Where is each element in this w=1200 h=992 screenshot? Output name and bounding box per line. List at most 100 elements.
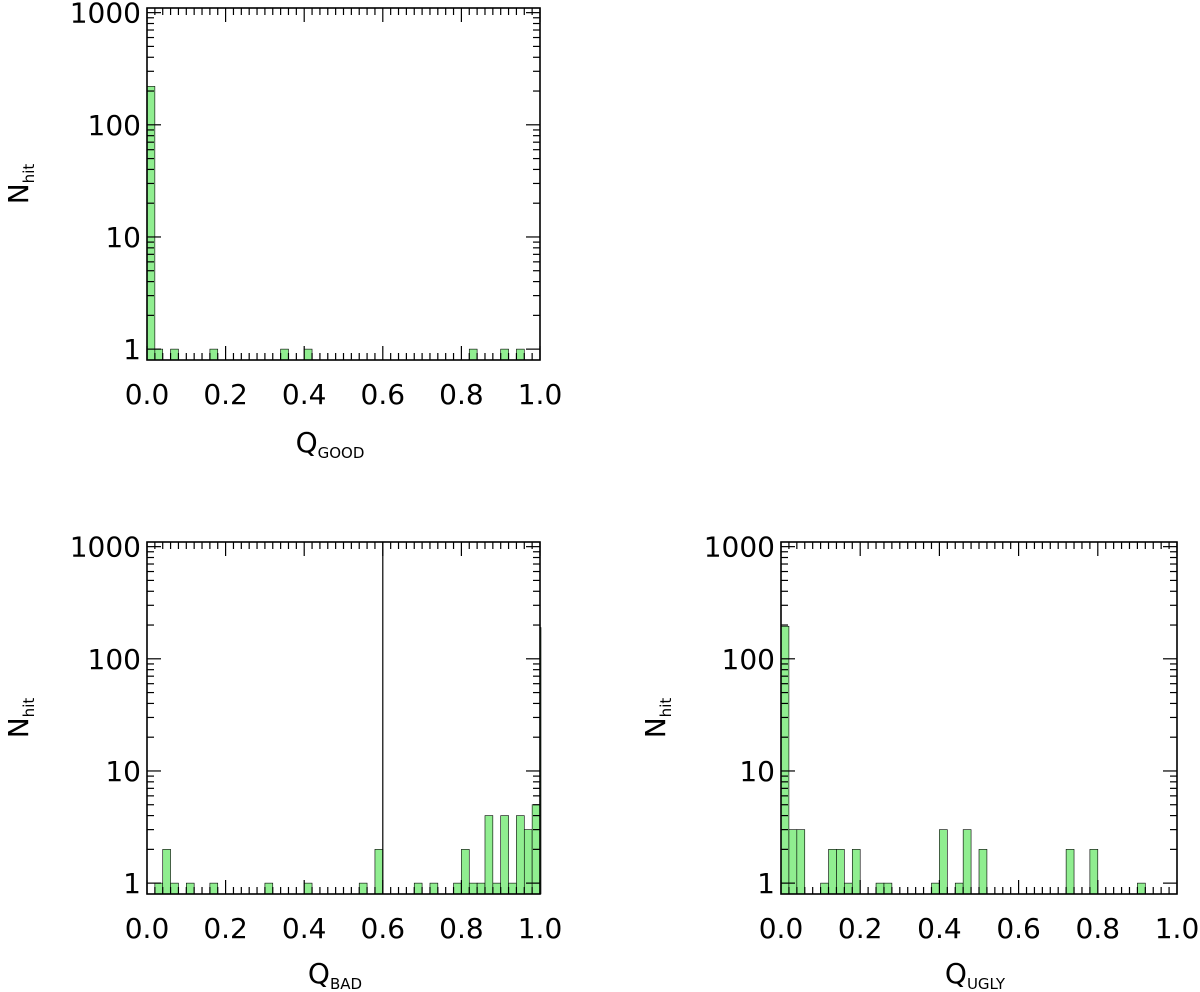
histogram-bar <box>170 882 179 895</box>
histogram-bar <box>828 849 837 895</box>
histogram-bar <box>978 849 988 895</box>
x-axis-label: QGOOD <box>296 426 365 462</box>
histogram-bar <box>429 882 439 895</box>
histogram-bar <box>476 882 486 895</box>
histogram-bar <box>461 849 470 895</box>
histogram-bar <box>931 882 940 895</box>
histogram-bar <box>500 815 509 895</box>
x-tick-label: 1.0 <box>518 378 563 411</box>
x-tick-label: 0.4 <box>917 912 962 945</box>
x-tick-label: 0.8 <box>439 912 484 945</box>
histogram-bar <box>186 882 195 895</box>
x-tick-label: 0.0 <box>125 378 170 411</box>
x-tick-label: 0.0 <box>759 912 804 945</box>
y-axis-label: Nhit <box>639 698 675 739</box>
histogram-bar <box>851 849 861 895</box>
plot-frame <box>146 541 541 895</box>
histogram-panel-q-good: 0.0 0.2 0.4 0.6 0.8 1.0 1 10 100 1000 QGOOD Nhit <box>2 0 562 462</box>
histogram-bar <box>516 348 525 361</box>
histogram-bar <box>264 882 274 895</box>
histogram-bar <box>788 829 798 895</box>
y-tick-label: 1 <box>757 867 775 900</box>
histogram-bars <box>146 86 525 361</box>
y-tick-label: 100 <box>88 643 141 676</box>
x-tick-label: 0.8 <box>439 378 484 411</box>
plot-frame <box>780 541 1178 895</box>
histogram-bar <box>523 829 533 895</box>
histogram-bar <box>468 882 478 895</box>
x-tick-label: 0.2 <box>203 912 248 945</box>
x-axis-label: QBAD <box>308 957 362 992</box>
x-tick-label: 0.6 <box>996 912 1041 945</box>
y-tick-label: 1000 <box>70 531 141 564</box>
x-tick-label: 0.4 <box>282 912 327 945</box>
y-axis-label-main: N <box>2 717 35 738</box>
histogram-bar <box>358 882 368 895</box>
x-axis-label-subscript: BAD <box>330 975 362 992</box>
histogram-bar <box>1065 849 1075 895</box>
histogram-bar <box>1137 882 1146 895</box>
tick-marks <box>146 542 541 894</box>
histogram-bar <box>954 882 964 895</box>
plot-frame <box>146 7 541 361</box>
y-axis-label-subscript: hit <box>657 698 675 718</box>
histogram-bar <box>516 815 525 895</box>
histogram-panel-q-ugly: 0.0 0.2 0.4 0.6 0.8 1.0 1 10 100 1000 QUGLY Nhit <box>639 531 1199 992</box>
x-axis-label-main: Q <box>945 957 967 990</box>
histogram-bar <box>844 882 853 895</box>
y-tick-label: 100 <box>722 643 775 676</box>
histogram-panel-q-bad: 0.0 0.2 0.4 0.6 0.8 1.0 1 10 100 1000 QBAD Nhit <box>2 531 562 992</box>
histogram-bar <box>154 348 164 361</box>
histogram-bar <box>508 882 517 895</box>
y-tick-label: 100 <box>88 109 141 142</box>
histogram-bar <box>209 348 219 361</box>
y-tick-label: 1 <box>123 333 141 366</box>
y-tick-label: 1000 <box>70 0 141 30</box>
histogram-bar <box>939 829 948 895</box>
histogram-bar <box>820 882 829 895</box>
y-tick-label: 10 <box>105 755 141 788</box>
histogram-bar <box>303 882 313 895</box>
histogram-bar <box>374 849 384 895</box>
histogram-bar <box>162 849 171 895</box>
histogram-bar <box>1089 849 1099 895</box>
x-axis-label-subscript: UGLY <box>967 975 1006 992</box>
x-axis-label-main: Q <box>308 957 330 990</box>
histogram-bar <box>780 625 790 895</box>
x-tick-label: 1.0 <box>1155 912 1200 945</box>
histogram-bar <box>209 882 219 895</box>
x-tick-label: 1.0 <box>518 912 563 945</box>
x-axis-label-main: Q <box>296 426 318 459</box>
y-axis-label-main: N <box>2 183 35 204</box>
histogram-bar <box>170 348 179 361</box>
histogram-bar <box>836 849 845 895</box>
x-tick-label: 0.6 <box>361 912 406 945</box>
y-axis-label: Nhit <box>2 164 38 205</box>
y-axis-label-subscript: hit <box>20 698 38 718</box>
histogram-bars <box>154 627 542 895</box>
histogram-bar <box>500 348 509 361</box>
histogram-bar <box>492 882 501 895</box>
histogram-bar <box>468 348 478 361</box>
histogram-bar <box>875 882 885 895</box>
histogram-bar <box>154 882 164 895</box>
tick-marks <box>780 542 1178 894</box>
histogram-bar <box>883 882 893 895</box>
y-tick-label: 10 <box>739 755 775 788</box>
y-axis-label-subscript: hit <box>20 164 38 184</box>
histogram-bar <box>796 829 806 895</box>
x-tick-label: 0.6 <box>361 378 406 411</box>
y-tick-label: 1000 <box>704 531 775 564</box>
histogram-bars <box>780 625 1146 895</box>
histogram-bar <box>453 882 462 895</box>
x-tick-label: 0.2 <box>838 912 883 945</box>
histogram-bar <box>413 882 423 895</box>
x-axis-label-subscript: GOOD <box>318 444 365 462</box>
x-axis-label: QUGLY <box>945 957 1006 992</box>
y-tick-label: 1 <box>123 867 141 900</box>
histogram-bar <box>280 348 289 361</box>
histogram-bar <box>146 86 156 361</box>
x-tick-label: 0.8 <box>1076 912 1121 945</box>
x-tick-label: 0.0 <box>125 912 170 945</box>
